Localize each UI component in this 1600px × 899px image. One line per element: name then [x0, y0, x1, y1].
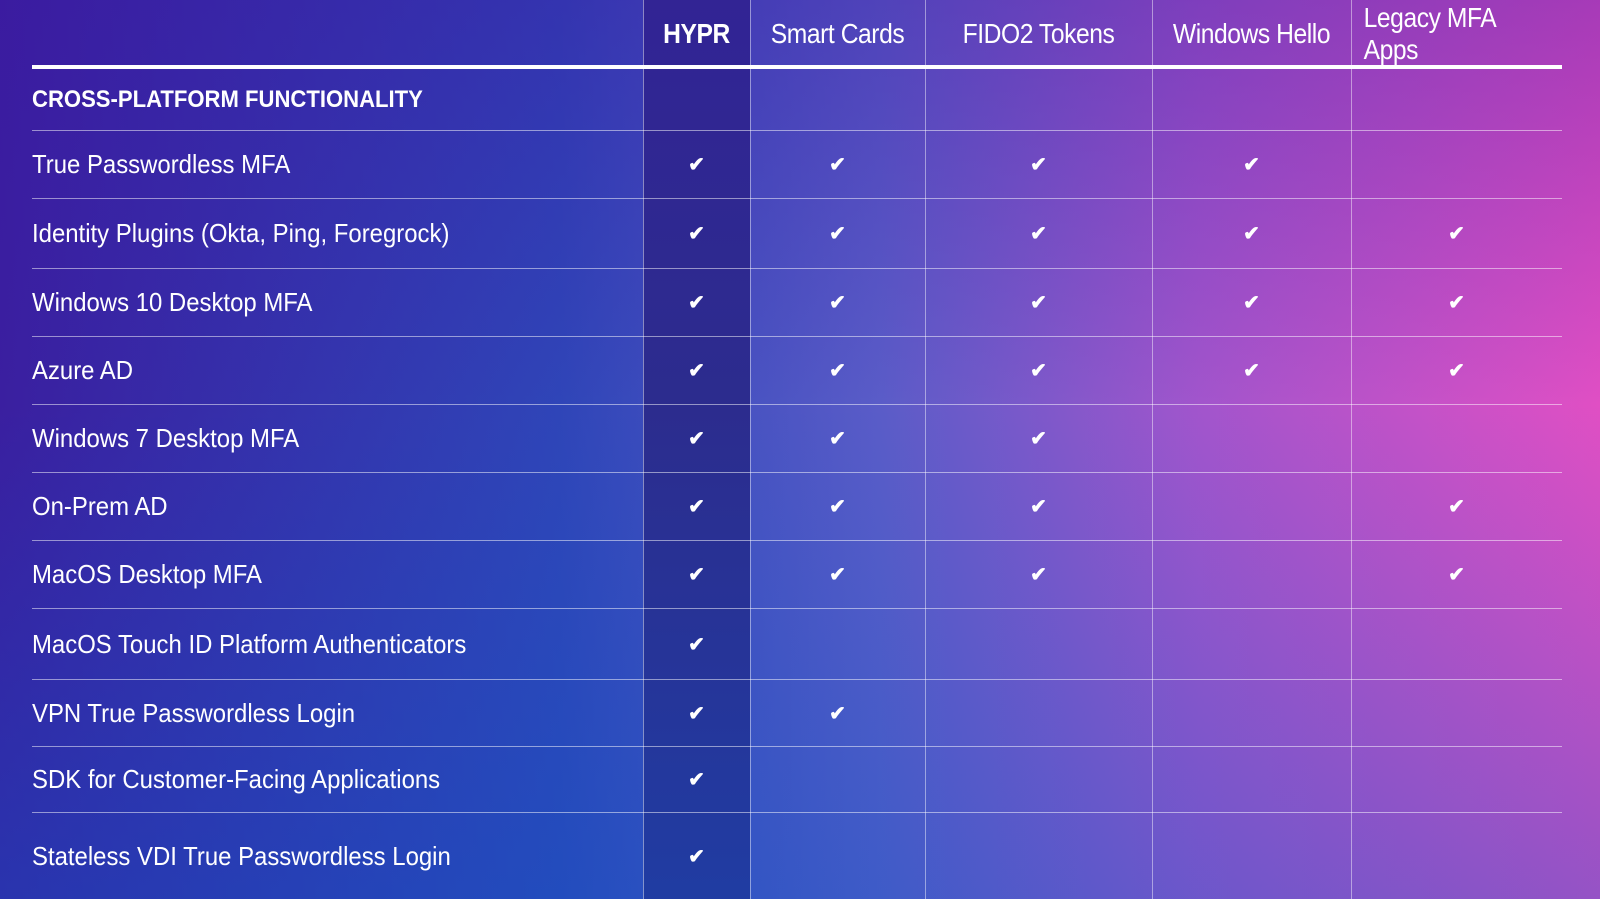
checkmark-icon: ✔	[1448, 360, 1465, 382]
checkmark-icon: ✔	[1030, 564, 1047, 586]
feature-label: On-Prem AD	[32, 491, 168, 521]
checkmark-icon: ✔	[1243, 360, 1260, 382]
column-divider	[643, 0, 644, 899]
checkmark-icon: ✔	[1448, 564, 1465, 586]
feature-label: True Passwordless MFA	[32, 149, 291, 179]
checkmark-icon: ✔	[829, 496, 846, 518]
feature-label: VPN True Passwordless Login	[32, 697, 356, 728]
checkmark-icon: ✔	[1030, 292, 1047, 314]
checkmark-icon: ✔	[1243, 223, 1260, 245]
feature-label: Windows 7 Desktop MFA	[32, 423, 300, 453]
checkmark-icon: ✔	[829, 428, 846, 450]
checkmark-icon: ✔	[1243, 154, 1260, 176]
checkmark-icon: ✔	[1030, 496, 1047, 518]
column-header-windows-hello: Windows Hello	[1172, 17, 1331, 49]
table-row: MacOS Desktop MFA ✔ ✔ ✔ ✔	[32, 541, 1562, 609]
checkmark-icon: ✔	[1448, 496, 1465, 518]
table-row: Azure AD ✔ ✔ ✔ ✔ ✔	[32, 337, 1562, 405]
checkmark-icon: ✔	[829, 702, 846, 725]
feature-label: MacOS Touch ID Platform Authenticators	[32, 628, 467, 659]
checkmark-icon: ✔	[688, 154, 705, 176]
table-row: Identity Plugins (Okta, Ping, Foregrock)…	[32, 199, 1562, 269]
feature-label: Stateless VDI True Passwordless Login	[32, 840, 451, 871]
checkmark-icon: ✔	[1030, 360, 1047, 382]
checkmark-icon: ✔	[1030, 154, 1047, 176]
column-divider	[1152, 0, 1153, 899]
table-row: Stateless VDI True Passwordless Login ✔	[32, 813, 1562, 899]
header-divider	[32, 65, 1562, 69]
column-header-hypr: HYPR	[663, 17, 730, 49]
checkmark-icon: ✔	[1243, 292, 1260, 314]
table-row: MacOS Touch ID Platform Authenticators ✔	[32, 609, 1562, 680]
section-title: CROSS-PLATFORM FUNCTIONALITY	[32, 85, 423, 113]
checkmark-icon: ✔	[688, 292, 705, 314]
feature-label: MacOS Desktop MFA	[32, 559, 262, 589]
checkmark-icon: ✔	[829, 292, 846, 314]
feature-label: Windows 10 Desktop MFA	[32, 287, 313, 317]
checkmark-icon: ✔	[688, 769, 705, 791]
table-row: On-Prem AD ✔ ✔ ✔ ✔	[32, 473, 1562, 541]
column-divider	[925, 0, 926, 899]
column-header-fido2-tokens: FIDO2 Tokens	[962, 17, 1115, 49]
feature-label: Azure AD	[32, 355, 134, 385]
checkmark-icon: ✔	[688, 360, 705, 382]
checkmark-icon: ✔	[1448, 223, 1465, 245]
checkmark-icon: ✔	[688, 633, 705, 656]
checkmark-icon: ✔	[688, 428, 705, 450]
feature-label: SDK for Customer-Facing Applications	[32, 764, 441, 794]
checkmark-icon: ✔	[829, 154, 846, 176]
column-header-legacy-mfa-apps: Legacy MFA Apps	[1363, 1, 1496, 65]
table-row: Windows 7 Desktop MFA ✔ ✔ ✔	[32, 405, 1562, 473]
checkmark-icon: ✔	[688, 845, 705, 868]
checkmark-icon: ✔	[829, 223, 846, 245]
checkmark-icon: ✔	[829, 564, 846, 586]
hypr-column-highlight	[643, 0, 750, 899]
table-row: SDK for Customer-Facing Applications ✔	[32, 747, 1562, 813]
checkmark-icon: ✔	[1030, 428, 1047, 450]
table-row: VPN True Passwordless Login ✔ ✔	[32, 680, 1562, 747]
checkmark-icon: ✔	[829, 360, 846, 382]
checkmark-icon: ✔	[1448, 292, 1465, 314]
column-header-smart-cards: Smart Cards	[770, 17, 905, 49]
checkmark-icon: ✔	[688, 223, 705, 245]
column-divider	[750, 0, 751, 899]
feature-label: Identity Plugins (Okta, Ping, Foregrock)	[32, 218, 450, 248]
checkmark-icon: ✔	[688, 702, 705, 725]
table-row: Windows 10 Desktop MFA ✔ ✔ ✔ ✔ ✔	[32, 269, 1562, 337]
checkmark-icon: ✔	[688, 564, 705, 586]
checkmark-icon: ✔	[1030, 223, 1047, 245]
checkmark-icon: ✔	[688, 496, 705, 518]
column-divider	[1351, 0, 1352, 899]
table-row: True Passwordless MFA ✔ ✔ ✔ ✔	[32, 131, 1562, 199]
section-row: CROSS-PLATFORM FUNCTIONALITY	[32, 69, 1562, 131]
